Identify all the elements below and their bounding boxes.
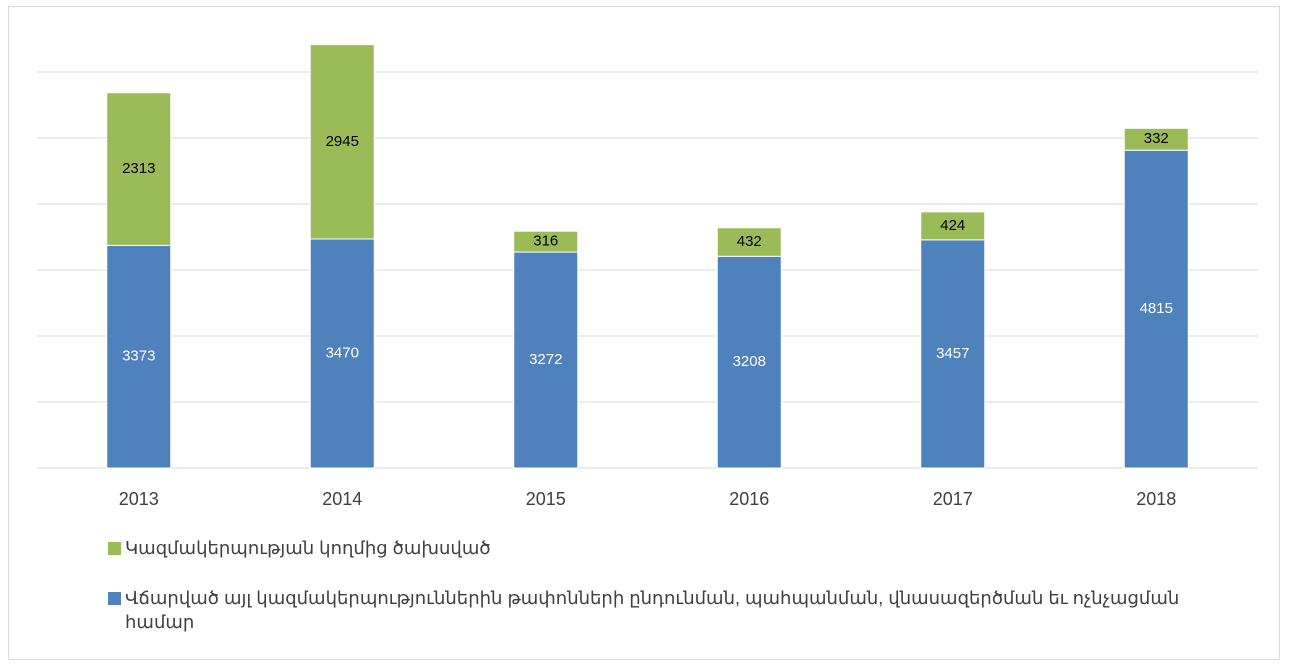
bar-segment [513,230,579,253]
legend-swatch [108,592,121,605]
x-tick-label: 2015 [526,489,566,509]
data-label: 3373 [122,348,155,365]
bar-segment [920,239,986,469]
x-tick-label: 2018 [1136,489,1176,509]
data-label: 2945 [326,133,359,150]
data-label: 2313 [122,160,155,177]
bar-segment [716,227,782,257]
bar-segment [513,251,579,469]
data-label: 316 [533,233,558,250]
x-tick-label: 2013 [119,489,159,509]
legend-label: Կազմակերպության կողմից ծախսված [125,538,491,558]
legend-label: Վճարված այլ կազմակերպություններին թափոնն… [125,588,1180,632]
data-label: 3208 [733,353,766,370]
bar-segment [309,44,375,240]
x-tick-label: 2017 [933,489,973,509]
data-label: 3272 [529,351,562,368]
bar-segment [920,211,986,241]
data-label: 3457 [936,345,969,362]
bar-segment [1123,127,1189,151]
chart-frame [8,6,1280,660]
legend-swatch [108,542,121,555]
data-label: 4815 [1140,300,1173,317]
bar-segment [309,238,375,469]
legend: Կազմակերպության կողմից ծախսված Վճարված այ… [108,536,1218,660]
x-tick-label: 2016 [729,489,769,509]
data-label: 424 [940,217,965,234]
bar-segment [106,92,172,246]
legend-item: Վճարված այլ կազմակերպություններին թափոնն… [108,586,1218,634]
data-label: 432 [737,233,762,250]
data-label: 332 [1144,130,1169,147]
data-label: 3470 [326,344,359,361]
legend-item: Կազմակերպության կողմից ծախսված [108,536,1218,560]
bar-segment [1123,149,1189,469]
bar-segment [716,255,782,469]
x-tick-label: 2014 [322,489,362,509]
